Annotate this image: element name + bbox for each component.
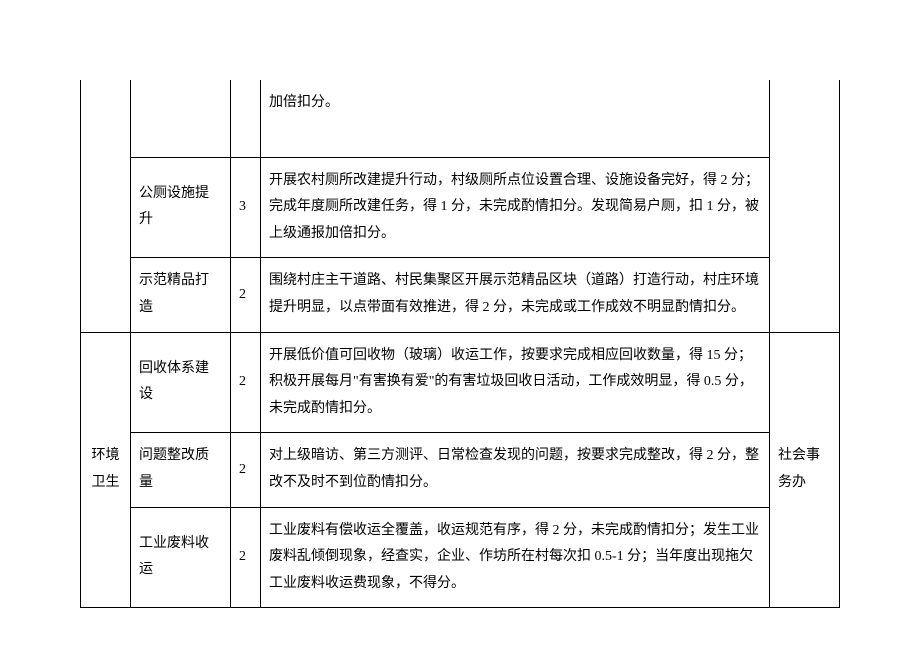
score-cell: 2: [231, 507, 261, 608]
table-row: 工业废料收运 2 工业废料有偿收运全覆盖，收运规范有序，得 2 分，未完成酌情扣…: [81, 507, 840, 608]
dept-cell: 社会事务办: [770, 332, 840, 608]
item-cell: 工业废料收运: [131, 507, 231, 608]
desc-cell: 围绕村庄主干道路、村民集聚区开展示范精品区块（道路）打造行动，村庄环境提升明显，…: [261, 258, 770, 332]
desc-cell: 开展农村厕所改建提升行动，村级厕所点位设置合理、设施设备完好，得 2 分；完成年…: [261, 157, 770, 258]
score-cell: [231, 80, 261, 157]
table-row: 示范精品打造 2 围绕村庄主干道路、村民集聚区开展示范精品区块（道路）打造行动，…: [81, 258, 840, 332]
assessment-table: 加倍扣分。 公厕设施提升 3 开展农村厕所改建提升行动，村级厕所点位设置合理、设…: [80, 80, 840, 608]
category-cell: 环境卫生: [81, 332, 131, 608]
desc-cell: 对上级暗访、第三方测评、日常检查发现的问题，按要求完成整改，得 2 分，整改不及…: [261, 433, 770, 507]
table-row: 加倍扣分。: [81, 80, 840, 157]
dept-cell: [770, 80, 840, 332]
score-cell: 3: [231, 157, 261, 258]
desc-cell: 开展低价值可回收物（玻璃）收运工作，按要求完成相应回收数量，得 15 分；积极开…: [261, 332, 770, 433]
item-cell: 回收体系建设: [131, 332, 231, 433]
table-row: 公厕设施提升 3 开展农村厕所改建提升行动，村级厕所点位设置合理、设施设备完好，…: [81, 157, 840, 258]
table-row: 环境卫生 回收体系建设 2 开展低价值可回收物（玻璃）收运工作，按要求完成相应回…: [81, 332, 840, 433]
desc-cell: 工业废料有偿收运全覆盖，收运规范有序，得 2 分，未完成酌情扣分；发生工业废料乱…: [261, 507, 770, 608]
score-cell: 2: [231, 258, 261, 332]
category-cell: [81, 80, 131, 332]
table-row: 问题整改质量 2 对上级暗访、第三方测评、日常检查发现的问题，按要求完成整改，得…: [81, 433, 840, 507]
item-cell: 问题整改质量: [131, 433, 231, 507]
item-cell: 公厕设施提升: [131, 157, 231, 258]
desc-cell: 加倍扣分。: [261, 80, 770, 157]
item-cell: 示范精品打造: [131, 258, 231, 332]
item-cell: [131, 80, 231, 157]
score-cell: 2: [231, 433, 261, 507]
score-cell: 2: [231, 332, 261, 433]
